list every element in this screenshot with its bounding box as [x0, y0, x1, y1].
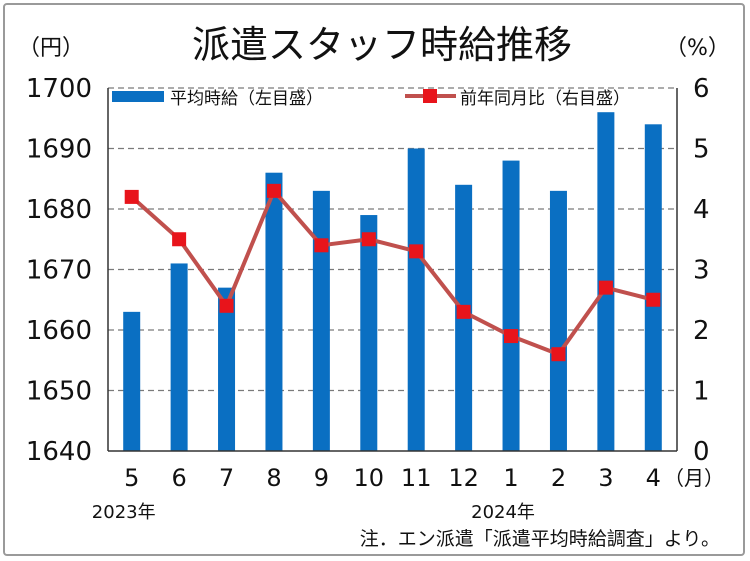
bar [407, 148, 425, 451]
bar [123, 311, 141, 451]
yoy-marker [646, 292, 661, 307]
left-tick-label: 1680 [26, 195, 92, 225]
legend-bar-swatch [112, 91, 164, 102]
right-tick-label: 3 [693, 256, 710, 286]
left-tick-label: 1640 [26, 437, 92, 467]
left-tick-label: 1660 [26, 316, 92, 346]
legend: 平均時給（左目盛） 前年同月比（右目盛） [112, 89, 630, 109]
legend-bar-label: 平均時給（左目盛） [170, 89, 323, 109]
left-tick-label: 1670 [26, 256, 92, 286]
yoy-marker [172, 232, 187, 247]
bar-series [123, 112, 662, 452]
x-tick-label: 4 [646, 464, 661, 492]
axes [107, 88, 678, 452]
x-tick-label: 7 [219, 464, 234, 492]
bar [502, 160, 520, 451]
legend-line-label: 前年同月比（右目盛） [460, 89, 630, 109]
year-label: 2023年 [92, 502, 156, 523]
x-axis-unit: （月） [664, 466, 724, 490]
bar [312, 190, 330, 451]
x-tick-label: 6 [171, 464, 186, 492]
year-label: 2024年 [471, 502, 535, 523]
x-tick-label: 10 [354, 464, 385, 492]
right-axis-unit: （%） [665, 36, 730, 61]
yoy-marker [598, 280, 613, 295]
right-tick-label: 2 [693, 316, 710, 346]
line-series [124, 183, 661, 362]
x-tick-label: 11 [401, 464, 432, 492]
right-tick-label: 1 [693, 377, 710, 407]
x-tick-label: 1 [503, 464, 518, 492]
chart-title: 派遣スタッフ時給推移 [192, 23, 572, 67]
x-tick-label: 9 [314, 464, 329, 492]
left-tick-label: 1650 [26, 377, 92, 407]
yoy-marker [314, 238, 329, 253]
bar [265, 172, 283, 451]
left-tick-label: 1690 [26, 135, 92, 165]
legend-line-marker [423, 89, 437, 103]
x-tick-label: 3 [598, 464, 613, 492]
left-axis-unit: （円） [18, 36, 84, 61]
yoy-marker [551, 347, 566, 362]
x-tick-label: 5 [124, 464, 139, 492]
yoy-marker [456, 304, 471, 319]
bar [360, 215, 378, 451]
yoy-marker [504, 329, 519, 344]
x-tick-label: 8 [266, 464, 281, 492]
yoy-marker [124, 189, 139, 204]
left-tick-label: 1700 [26, 74, 92, 104]
yoy-line [130, 188, 654, 357]
bar [549, 190, 567, 451]
right-tick-label: 5 [693, 135, 710, 165]
yoy-marker [409, 244, 424, 259]
right-tick-label: 6 [693, 74, 710, 104]
bar [170, 263, 188, 451]
right-tick-label: 0 [693, 437, 710, 467]
x-tick-label: 12 [448, 464, 479, 492]
source-note: 注．エン派遣「派遣平均時給調査」より。 [360, 528, 720, 550]
bar [218, 287, 236, 451]
yoy-marker [219, 298, 234, 313]
right-tick-label: 4 [693, 195, 710, 225]
bar [644, 124, 662, 452]
yoy-marker [266, 183, 281, 198]
yoy-marker [361, 232, 376, 247]
x-tick-label: 2 [551, 464, 566, 492]
grid-lines [108, 87, 677, 392]
